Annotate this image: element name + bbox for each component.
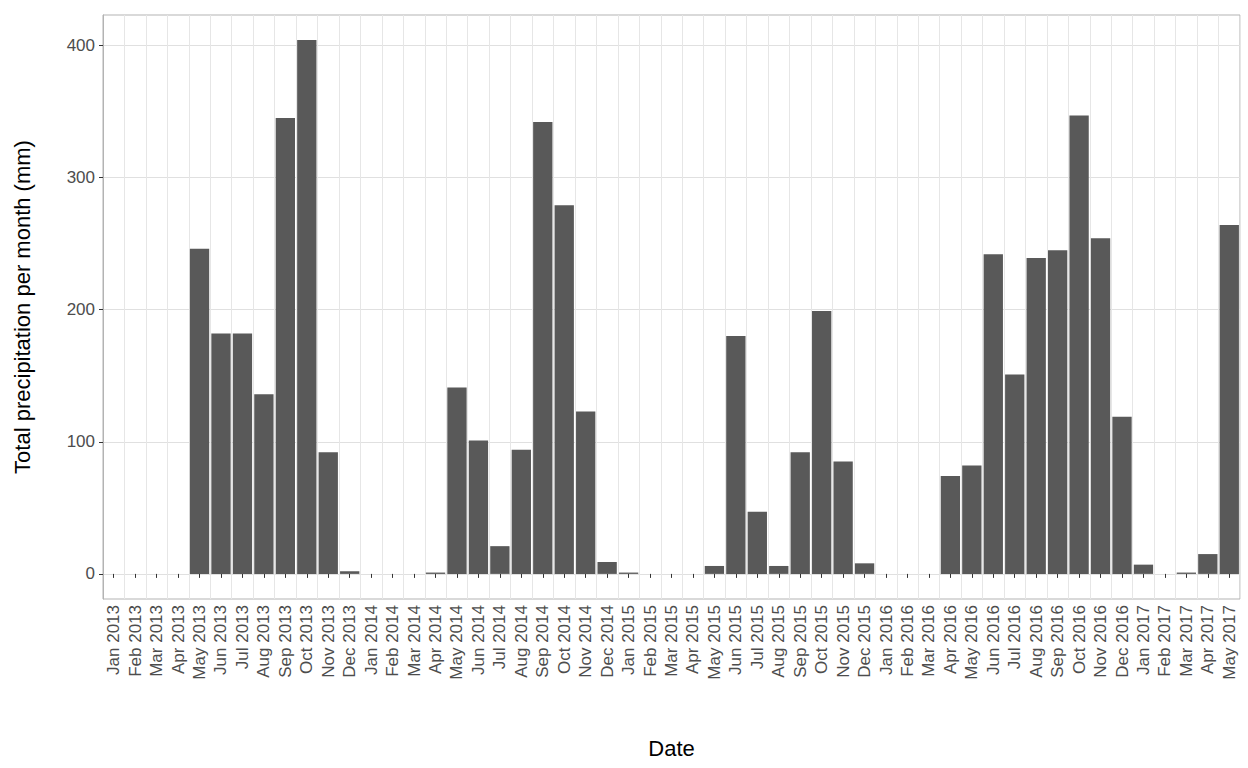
- svg-text:Jun 2014: Jun 2014: [469, 605, 488, 675]
- svg-text:Jun 2013: Jun 2013: [211, 605, 230, 675]
- svg-text:May 2017: May 2017: [1220, 605, 1239, 680]
- svg-text:Feb 2017: Feb 2017: [1155, 605, 1174, 677]
- svg-text:Apr 2017: Apr 2017: [1198, 605, 1217, 674]
- svg-text:May 2015: May 2015: [705, 605, 724, 680]
- svg-text:Nov 2016: Nov 2016: [1091, 605, 1110, 678]
- svg-text:Nov 2013: Nov 2013: [319, 605, 338, 678]
- svg-text:Jan 2014: Jan 2014: [362, 605, 381, 675]
- svg-text:Aug 2015: Aug 2015: [769, 605, 788, 678]
- svg-text:Aug 2016: Aug 2016: [1027, 605, 1046, 678]
- svg-text:Jul 2016: Jul 2016: [1005, 605, 1024, 669]
- svg-text:Oct 2013: Oct 2013: [297, 605, 316, 674]
- svg-text:Dec 2016: Dec 2016: [1113, 605, 1132, 678]
- svg-text:Apr 2015: Apr 2015: [683, 605, 702, 674]
- svg-text:Jul 2013: Jul 2013: [233, 605, 252, 669]
- svg-text:100: 100: [67, 432, 95, 451]
- svg-text:Mar 2013: Mar 2013: [147, 605, 166, 677]
- svg-text:Oct 2016: Oct 2016: [1070, 605, 1089, 674]
- svg-text:Oct 2014: Oct 2014: [555, 605, 574, 674]
- svg-text:Dec 2013: Dec 2013: [340, 605, 359, 678]
- svg-text:May 2016: May 2016: [962, 605, 981, 680]
- svg-text:Mar 2015: Mar 2015: [662, 605, 681, 677]
- svg-text:Apr 2013: Apr 2013: [169, 605, 188, 674]
- svg-text:May 2013: May 2013: [190, 605, 209, 680]
- svg-text:Jan 2016: Jan 2016: [877, 605, 896, 675]
- svg-text:Apr 2016: Apr 2016: [941, 605, 960, 674]
- svg-text:Feb 2015: Feb 2015: [641, 605, 660, 677]
- svg-text:Total precipitation per month: Total precipitation per month (mm): [10, 140, 35, 474]
- svg-text:Sep 2016: Sep 2016: [1048, 605, 1067, 678]
- svg-text:Feb 2014: Feb 2014: [383, 605, 402, 677]
- svg-text:Sep 2015: Sep 2015: [791, 605, 810, 678]
- svg-text:Jan 2017: Jan 2017: [1134, 605, 1153, 675]
- svg-text:Jan 2015: Jan 2015: [619, 605, 638, 675]
- svg-text:Aug 2014: Aug 2014: [512, 605, 531, 678]
- svg-text:Mar 2017: Mar 2017: [1177, 605, 1196, 677]
- svg-text:Oct 2015: Oct 2015: [812, 605, 831, 674]
- svg-text:Apr 2014: Apr 2014: [426, 605, 445, 674]
- svg-text:May 2014: May 2014: [447, 605, 466, 680]
- svg-text:Mar 2016: Mar 2016: [919, 605, 938, 677]
- svg-text:Date: Date: [648, 736, 694, 761]
- svg-text:0: 0: [86, 564, 95, 583]
- svg-text:Sep 2014: Sep 2014: [533, 605, 552, 678]
- svg-text:300: 300: [67, 168, 95, 187]
- svg-text:Jul 2014: Jul 2014: [490, 605, 509, 669]
- svg-text:Sep 2013: Sep 2013: [276, 605, 295, 678]
- svg-text:Dec 2015: Dec 2015: [855, 605, 874, 678]
- svg-text:Jan 2013: Jan 2013: [104, 605, 123, 675]
- svg-text:Jul 2015: Jul 2015: [748, 605, 767, 669]
- svg-text:200: 200: [67, 300, 95, 319]
- svg-text:400: 400: [67, 36, 95, 55]
- svg-text:Mar 2014: Mar 2014: [405, 605, 424, 677]
- svg-text:Jun 2016: Jun 2016: [984, 605, 1003, 675]
- svg-text:Nov 2015: Nov 2015: [834, 605, 853, 678]
- svg-text:Jun 2015: Jun 2015: [726, 605, 745, 675]
- svg-text:Feb 2016: Feb 2016: [898, 605, 917, 677]
- svg-text:Nov 2014: Nov 2014: [576, 605, 595, 678]
- svg-text:Dec 2014: Dec 2014: [598, 605, 617, 678]
- svg-text:Aug 2013: Aug 2013: [254, 605, 273, 678]
- svg-text:Feb 2013: Feb 2013: [126, 605, 145, 677]
